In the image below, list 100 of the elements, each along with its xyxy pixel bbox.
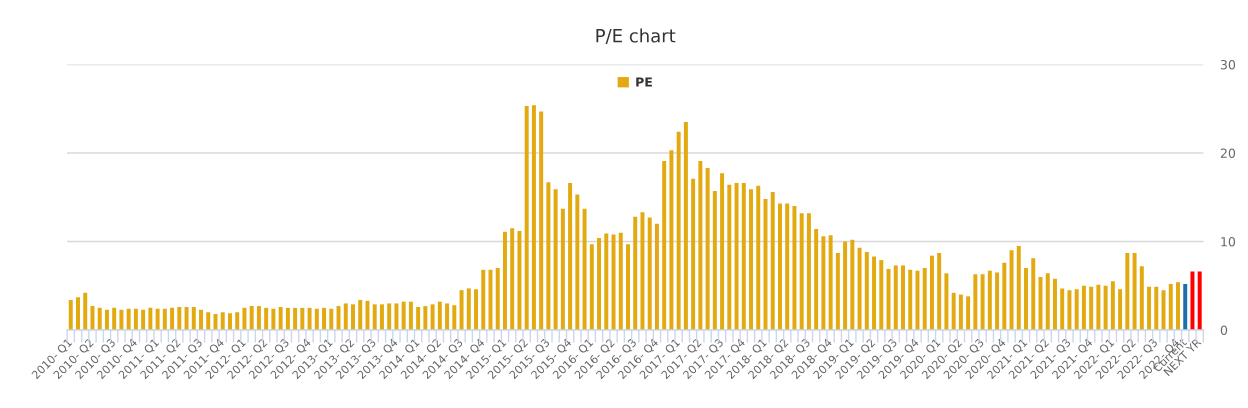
bar <box>611 234 616 330</box>
y-tick-label: 10 <box>1221 236 1236 247</box>
bar <box>720 173 725 330</box>
bar <box>915 270 920 330</box>
bar <box>459 290 464 330</box>
bar <box>712 191 717 330</box>
bar <box>170 307 175 330</box>
bar <box>1089 286 1094 330</box>
bar <box>141 309 146 330</box>
legend-label: PE <box>636 77 652 87</box>
bar <box>835 253 840 330</box>
bar <box>676 131 681 330</box>
bar <box>162 308 167 330</box>
bar <box>814 229 819 330</box>
bar <box>445 303 450 330</box>
bar <box>97 307 102 330</box>
bar <box>1118 289 1123 330</box>
bar <box>401 301 406 330</box>
bar <box>662 160 667 330</box>
bar <box>987 270 992 330</box>
bar <box>133 308 138 330</box>
bar <box>857 247 862 330</box>
bar <box>864 252 869 330</box>
bar <box>351 304 355 330</box>
bar <box>1031 258 1036 330</box>
bar <box>901 265 905 330</box>
bar <box>539 111 544 330</box>
bar <box>437 301 442 330</box>
bar <box>271 308 276 330</box>
bar <box>727 184 732 330</box>
bar <box>184 306 189 330</box>
bar <box>119 309 124 330</box>
bar <box>792 206 797 330</box>
bar <box>850 239 855 330</box>
bar <box>227 313 232 330</box>
bar <box>756 185 761 330</box>
bar <box>408 301 413 330</box>
bar <box>474 289 479 330</box>
bar <box>199 309 204 330</box>
y-tick-label: 30 <box>1220 59 1236 70</box>
bar <box>922 268 927 330</box>
bar <box>560 208 565 330</box>
bar <box>770 191 775 330</box>
bar <box>343 303 348 330</box>
bar <box>944 273 949 330</box>
y-tick-label: 20 <box>1220 148 1236 158</box>
bar <box>1132 253 1137 330</box>
bar <box>358 299 363 330</box>
bar <box>705 168 710 330</box>
bar <box>626 244 630 330</box>
bar <box>430 304 435 330</box>
bar <box>1096 284 1101 330</box>
bar <box>249 306 254 330</box>
bar <box>112 307 117 330</box>
bar <box>654 223 659 330</box>
bar <box>618 232 623 330</box>
bar <box>285 307 290 330</box>
bar <box>640 212 645 330</box>
bar <box>416 306 421 330</box>
bar <box>329 308 334 330</box>
bar <box>821 236 826 330</box>
bar <box>1183 283 1188 330</box>
bar <box>785 203 790 330</box>
bar <box>980 274 985 330</box>
bar <box>365 300 370 330</box>
bar <box>1103 285 1108 330</box>
bar <box>843 241 848 330</box>
bar <box>300 307 305 330</box>
bar <box>929 255 934 330</box>
bar <box>206 312 211 330</box>
bar <box>806 213 811 330</box>
bar <box>995 272 1000 330</box>
bar <box>691 178 696 330</box>
bar <box>1154 286 1159 330</box>
bar <box>314 308 319 330</box>
bar <box>264 307 269 330</box>
bar <box>604 233 609 330</box>
bar <box>104 309 109 330</box>
bar <box>1024 268 1029 330</box>
bar <box>191 306 196 330</box>
bar <box>336 306 341 330</box>
bar <box>1067 290 1072 330</box>
bar <box>68 299 73 330</box>
bar <box>307 307 312 330</box>
bar <box>524 106 529 330</box>
bar <box>293 307 298 330</box>
bar <box>683 122 688 330</box>
bar <box>589 244 594 330</box>
bar <box>126 308 131 330</box>
bar <box>278 306 283 330</box>
bar <box>1052 278 1057 330</box>
bar <box>1125 253 1130 330</box>
bar <box>220 312 225 330</box>
bar <box>466 288 471 330</box>
bar <box>799 213 804 330</box>
bar <box>553 189 558 330</box>
bar <box>633 216 638 330</box>
bar <box>546 182 551 330</box>
bar <box>958 294 963 330</box>
bar <box>741 183 746 330</box>
